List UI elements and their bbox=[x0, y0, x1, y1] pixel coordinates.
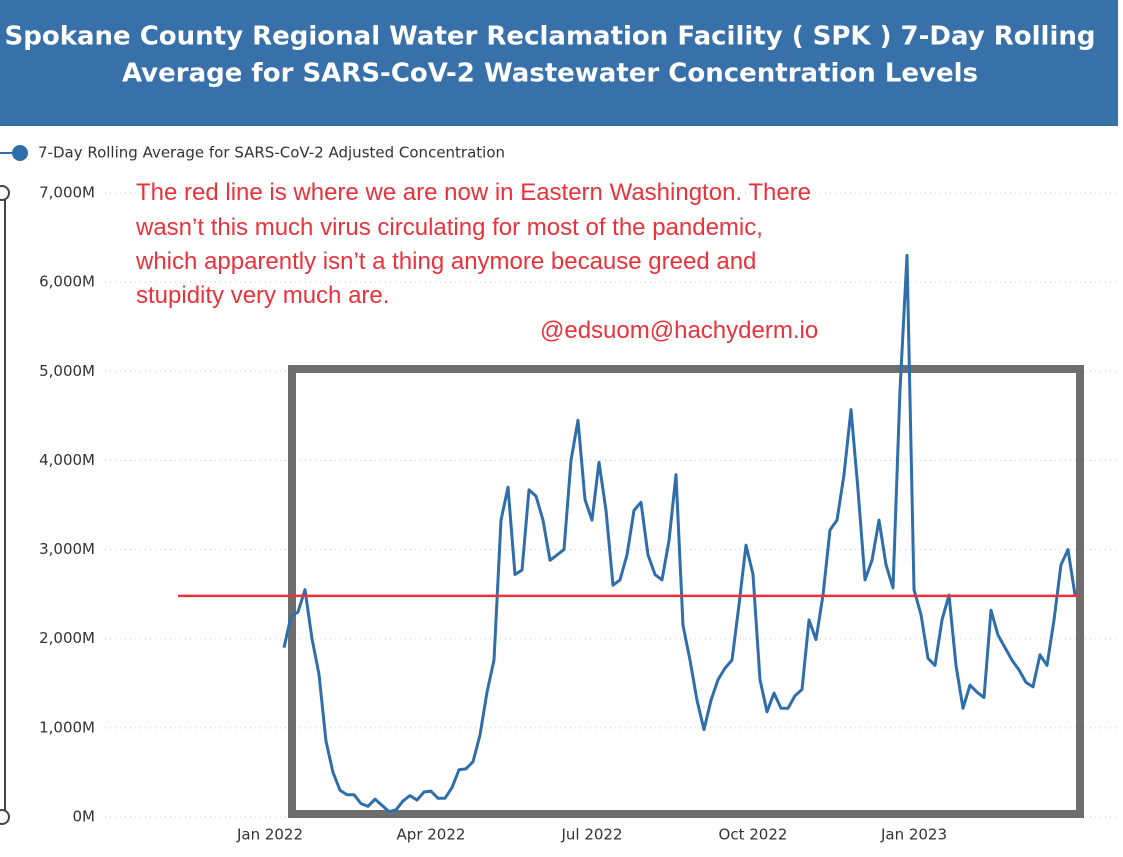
x-tick-label: Jul 2022 bbox=[560, 826, 622, 844]
annotation: stupidity very much are. bbox=[136, 282, 389, 309]
y-tick-label: 3,000M bbox=[39, 540, 95, 558]
x-tick-label: Jan 2022 bbox=[236, 826, 303, 844]
legend-marker bbox=[12, 145, 28, 161]
legend-label: 7-Day Rolling Average for SARS-CoV-2 Adj… bbox=[38, 144, 505, 162]
annotation: which apparently isn’t a thing anymore b… bbox=[135, 248, 756, 275]
x-tick-label: Jan 2023 bbox=[880, 826, 947, 844]
y-tick-label: 4,000M bbox=[39, 451, 95, 469]
y-tick-label: 2,000M bbox=[39, 629, 95, 647]
chart-title: Average for SARS-CoV-2 Wastewater Concen… bbox=[122, 59, 978, 89]
y-tick-label: 1,000M bbox=[39, 718, 95, 736]
data-line bbox=[282, 253, 1077, 814]
slider-handle[interactable] bbox=[0, 185, 10, 201]
header bbox=[0, 0, 1118, 126]
annotation: The red line is where we are now in East… bbox=[136, 179, 811, 206]
annotation: wasn’t this much virus circulating for m… bbox=[135, 214, 763, 241]
slider-handle[interactable] bbox=[0, 809, 10, 825]
y-tick-label: 7,000M bbox=[39, 184, 95, 202]
chart-title: Spokane County Regional Water Reclamatio… bbox=[5, 22, 1096, 52]
highlight-box bbox=[288, 365, 1084, 818]
x-tick-label: Oct 2022 bbox=[719, 826, 788, 844]
y-tick-label: 6,000M bbox=[39, 273, 95, 291]
signature: @edsuom@hachyderm.io bbox=[540, 317, 818, 344]
x-tick-label: Apr 2022 bbox=[397, 826, 466, 844]
y-tick-label: 5,000M bbox=[39, 362, 95, 380]
y-tick-label: 0M bbox=[73, 808, 96, 826]
